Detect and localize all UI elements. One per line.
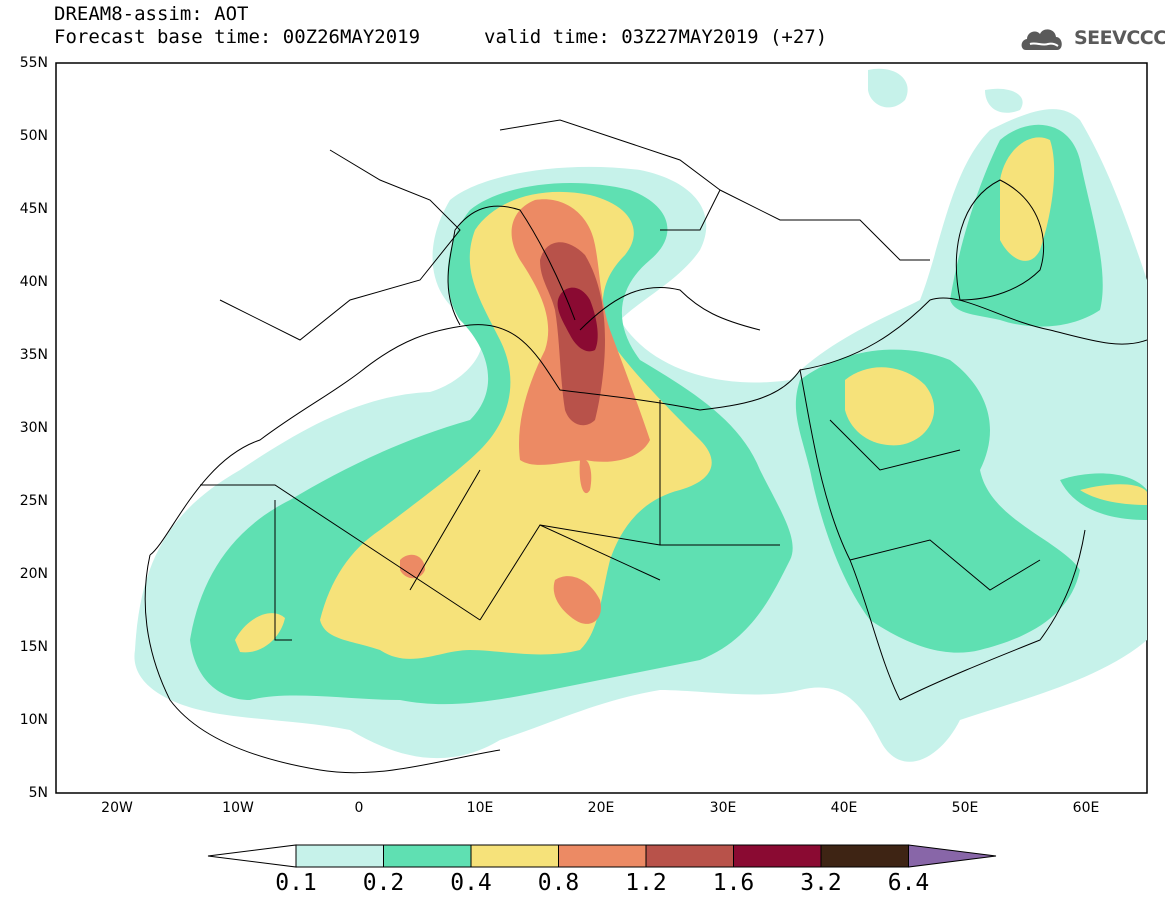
aot-band-1.6: [557, 287, 598, 352]
lon-label: 40E: [830, 800, 858, 816]
lat-label: 45N: [19, 201, 48, 217]
lat-label: 35N: [19, 347, 48, 363]
lat-label: 25N: [19, 493, 48, 509]
forecast-base-time: Forecast base time: 00Z26MAY2019: [54, 26, 421, 48]
lon-label: 0: [354, 800, 364, 816]
colorbar-level-label: 1.6: [712, 870, 755, 896]
colorbar-over-triangle: [908, 844, 997, 868]
lat-label: 15N: [19, 639, 48, 655]
colorbar-level-label: 6.4: [887, 870, 930, 896]
lat-label: 5N: [28, 785, 48, 801]
lon-label: 50E: [951, 800, 979, 816]
colorbar-level-label: 0.1: [275, 870, 317, 896]
cloud-logo-icon: [1021, 29, 1062, 50]
colorbar-box: [295, 844, 384, 868]
valid-time: valid time: 03Z27MAY2019 (+27): [484, 26, 828, 48]
colorbar-box: [820, 844, 909, 868]
map-title: DREAM8-assim: AOT: [54, 3, 249, 25]
colorbar-under-triangle: [207, 844, 297, 868]
colorbar-level-label: 0.8: [537, 870, 580, 896]
aot-field: [134, 68, 1147, 762]
colorbar-level-label: 0.2: [362, 870, 405, 896]
colorbar-level-label: 1.2: [625, 870, 667, 896]
coastlines: [144, 119, 1147, 774]
lon-label: 60E: [1072, 800, 1100, 816]
colorbar-box: [645, 844, 734, 868]
aot-band-0.4: [235, 137, 1147, 659]
lon-label: 20W: [101, 800, 133, 816]
logo-text: SEEVCCC: [1074, 27, 1165, 49]
lon-label: 20E: [587, 800, 615, 816]
lon-label: 10E: [466, 800, 494, 816]
lat-label: 55N: [19, 55, 48, 71]
colorbar-level-label: 0.4: [450, 870, 492, 896]
colorbar-level-label: 3.2: [800, 870, 842, 896]
lon-label: 10W: [222, 800, 254, 816]
colorbar-box: [383, 844, 472, 868]
lat-label: 20N: [19, 566, 48, 582]
lat-label: 40N: [19, 274, 48, 290]
lat-label: 30N: [19, 420, 48, 436]
lon-label: 30E: [709, 800, 737, 816]
colorbar-box: [558, 844, 647, 868]
lat-label: 10N: [19, 712, 48, 728]
colorbar-box: [470, 844, 559, 868]
colorbar-box: [733, 844, 822, 868]
lat-label: 50N: [19, 128, 48, 144]
